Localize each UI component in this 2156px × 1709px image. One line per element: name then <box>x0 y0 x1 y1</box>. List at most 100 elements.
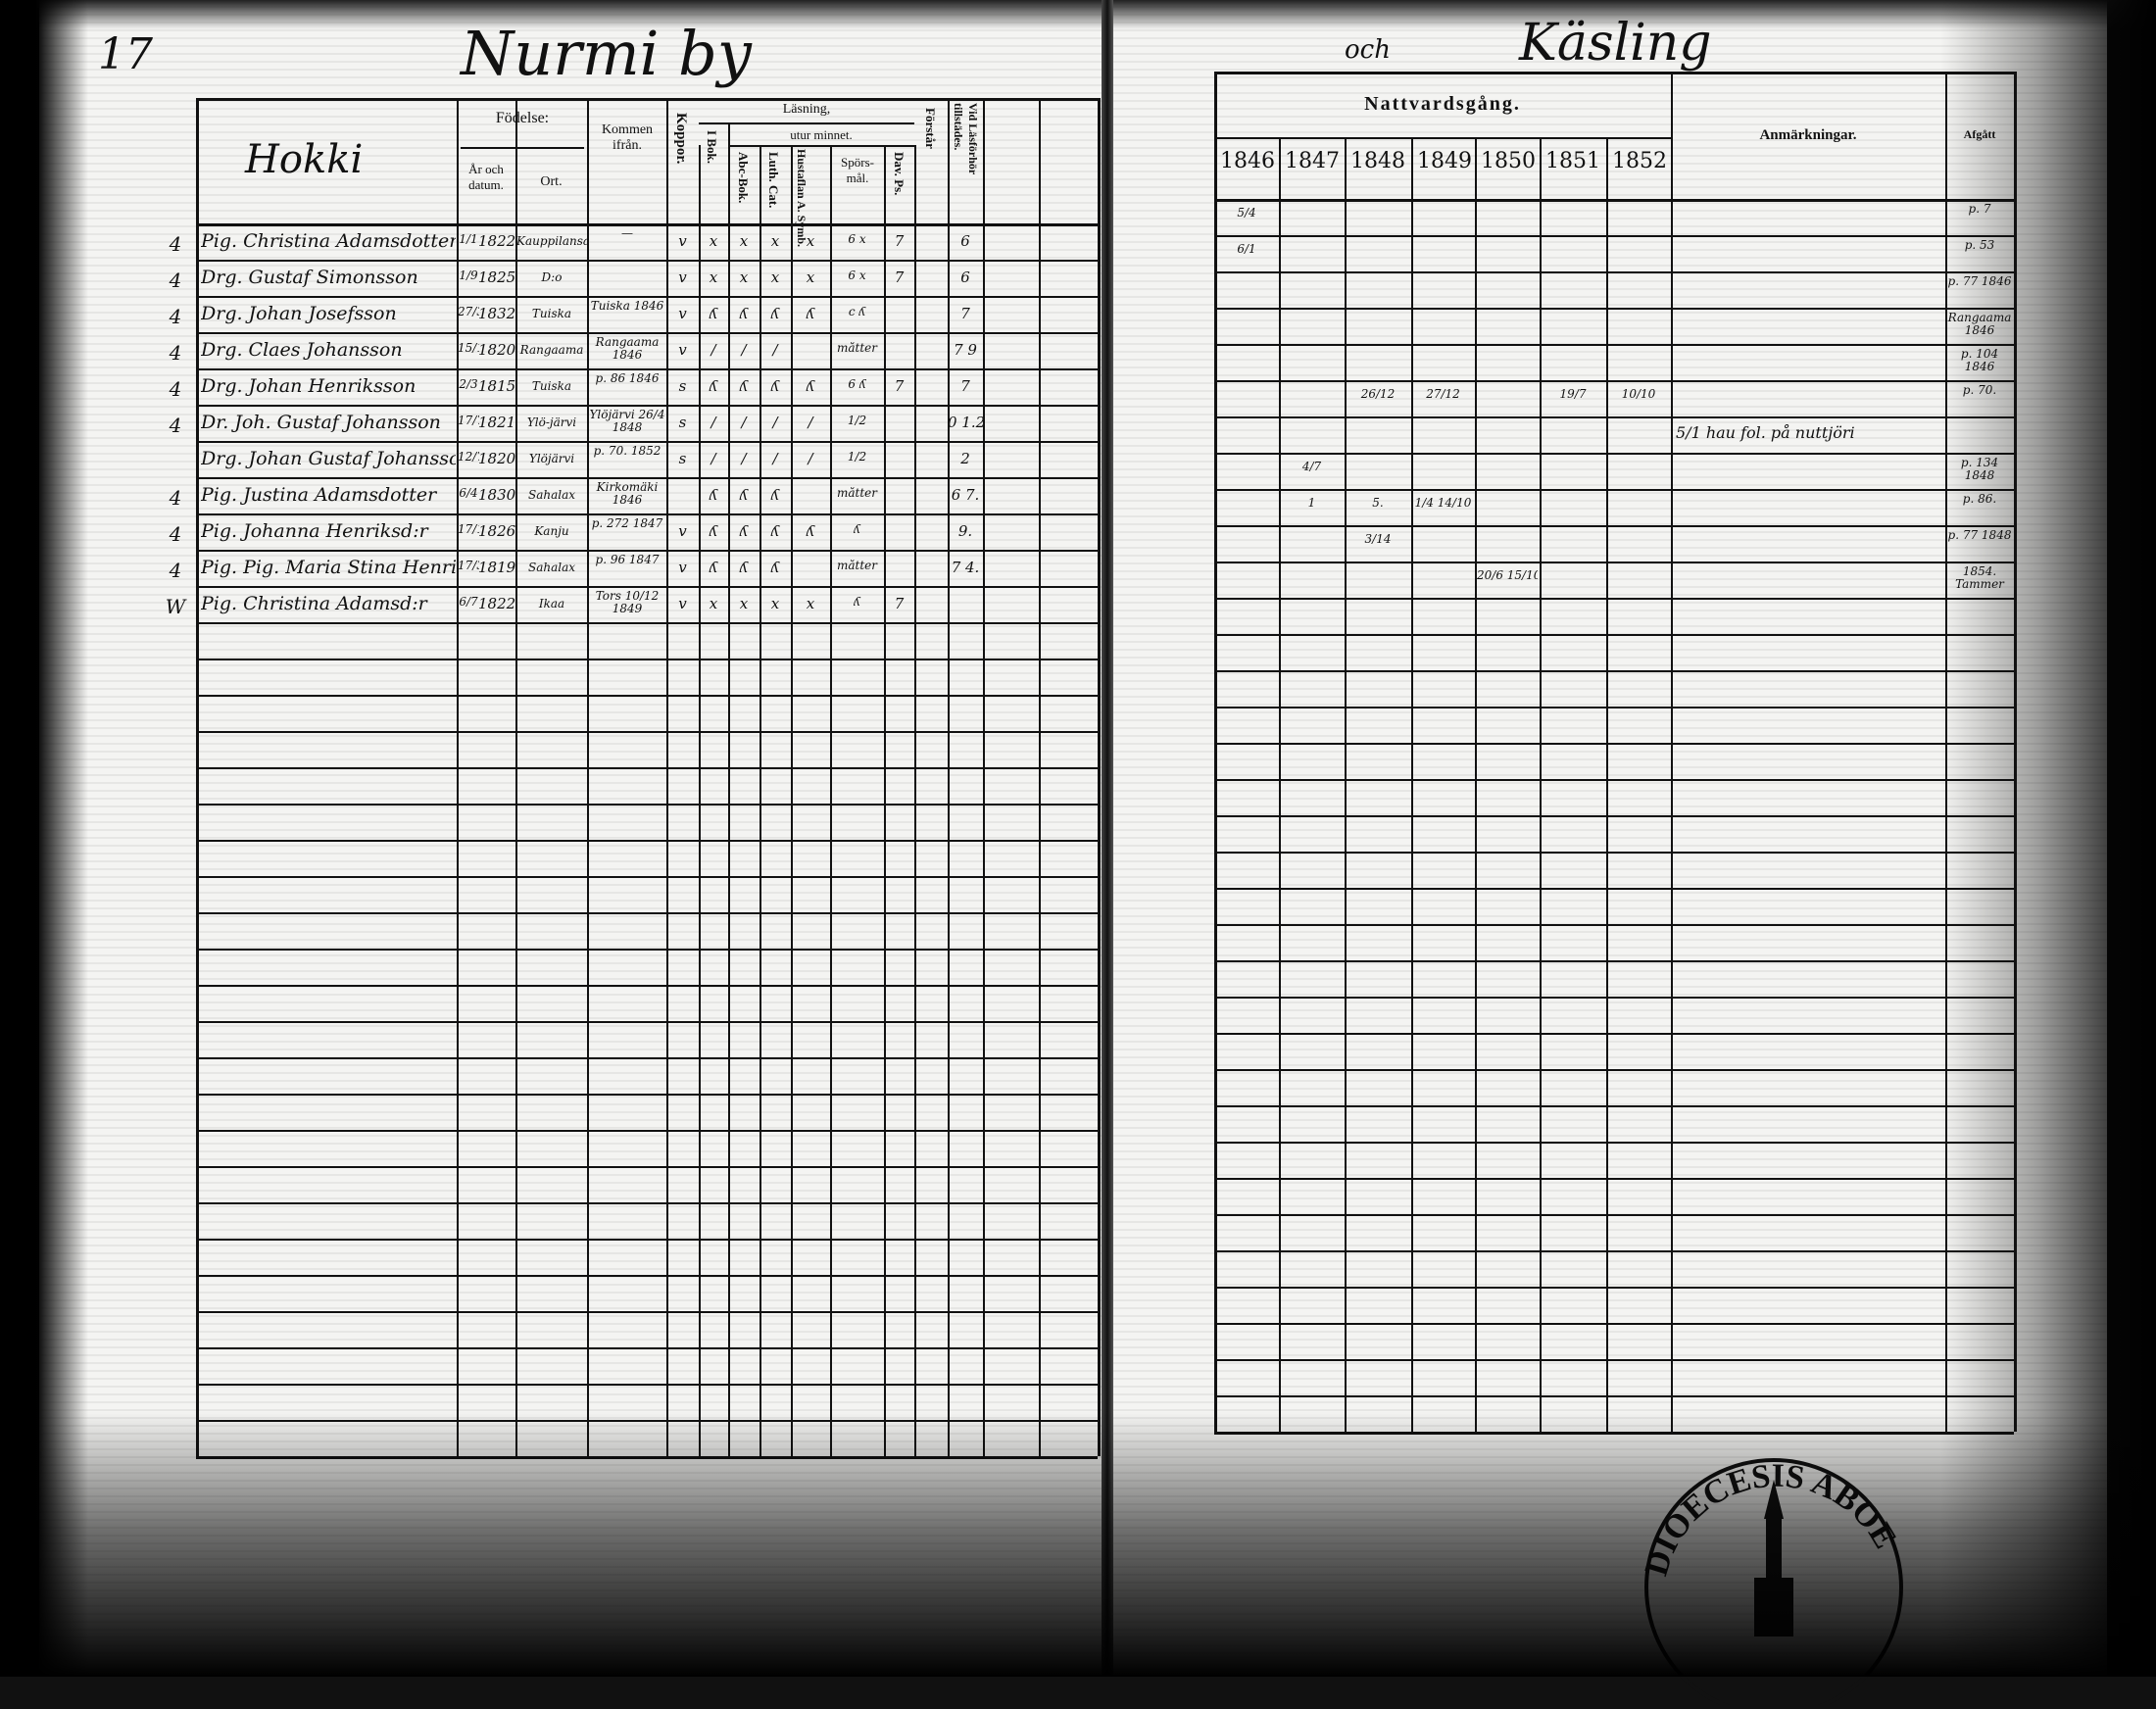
reading-mark-ibok: x <box>709 596 718 612</box>
reading-mark-spors: 6 ʎ <box>848 378 866 391</box>
scan-shadow-top <box>0 0 2156 29</box>
row-rule <box>1214 997 2014 999</box>
communion-date: 27/12 <box>1426 388 1460 401</box>
row-rule <box>1214 670 2014 672</box>
scan-shadow-bottom <box>0 1411 2156 1677</box>
i-bok-header: I Bok. <box>705 130 719 164</box>
came-from: p. 96 1847 <box>595 554 660 566</box>
birth-year: 1826 <box>478 523 515 540</box>
reading-mark-abc: ʎ <box>739 560 749 576</box>
column-rule <box>1214 72 1217 1432</box>
vid-lasforhor-header: Vid Läsförhör tillstädes. <box>952 103 980 175</box>
birth-year: 1819 <box>478 560 515 576</box>
birth-day: 15/10 <box>458 342 479 355</box>
birth-place: Kanju <box>534 525 569 538</box>
row-rule <box>196 804 1098 806</box>
register-page <box>39 0 2107 1677</box>
came-from: p. 272 1847 <box>591 517 663 530</box>
column-rule <box>728 145 730 1456</box>
reading-mark-vid: 0 1.2 <box>948 415 983 431</box>
person-name: Dr. Joh. Gustaf Johansson <box>201 413 441 433</box>
communion-date: 26/12 <box>1360 388 1396 401</box>
row-rule <box>1214 1250 2014 1252</box>
household-number: 4 <box>169 378 182 400</box>
column-rule <box>914 145 916 1456</box>
birth-day: 6/7 <box>459 596 478 609</box>
reading-mark-luth: ʎ <box>770 523 780 540</box>
row-rule <box>196 1275 1098 1277</box>
column-rule <box>791 145 793 1456</box>
household-number: 4 <box>169 342 182 364</box>
came-from: Rangaama 1846 <box>595 336 660 363</box>
birth-year-header: År och datum. <box>468 162 504 192</box>
reading-mark-dav: 7 <box>894 596 905 612</box>
birth-day: 17/12 <box>458 523 479 536</box>
birth-subheader-rule <box>461 147 584 149</box>
remark: 5/1 hau fol. på nuttjöri <box>1676 424 1855 442</box>
by-heart-subheader-rule <box>728 145 914 147</box>
person-name: Pig. Christina Adamsd:r <box>201 594 427 614</box>
title-conjunction: och <box>1345 35 1391 65</box>
row-rule <box>196 405 1098 407</box>
reading-mark-luth: ʎ <box>770 378 780 395</box>
reading-mark-spors: måtter <box>836 342 877 355</box>
row-rule <box>1214 634 2014 636</box>
reading-mark-vid: 7 <box>960 378 970 395</box>
reading-mark-hust: / <box>808 451 813 467</box>
village-title-right: Käsling <box>1519 14 1712 73</box>
row-rule <box>196 368 1098 370</box>
birth-day: 1/9 <box>459 269 478 282</box>
person-name: Drg. Gustaf Simonsson <box>201 268 418 288</box>
reading-mark-ibok: ʎ <box>709 378 718 395</box>
reading-mark-luth: x <box>770 269 780 286</box>
row-rule <box>196 695 1098 697</box>
communion-date: 4/7 <box>1301 461 1322 473</box>
year-header: 1848 <box>1350 149 1405 173</box>
reading-mark-hust: ʎ <box>806 523 815 540</box>
departed-note: 1854. Tammer <box>1955 565 2004 592</box>
row-rule <box>196 550 1098 552</box>
reading-mark-spors: ʎ <box>854 523 860 536</box>
birth-year: 1822 <box>478 596 515 612</box>
communion-date: 1 <box>1307 497 1316 510</box>
reading-mark-abc: ʎ <box>739 378 749 395</box>
reading-mark-vid: 2 <box>960 451 970 467</box>
row-rule <box>196 1166 1098 1168</box>
departed-note: p. 77 1848 <box>1947 529 2012 542</box>
row-rule <box>196 1094 1098 1096</box>
came-from: Ylöjärvi 26/4 1848 <box>589 409 665 435</box>
years-rule <box>1214 137 1671 139</box>
reading-mark-luth: x <box>770 233 780 250</box>
row-rule <box>196 622 1098 624</box>
reading-header: Läsning, <box>782 102 831 117</box>
row-rule <box>1214 1142 2014 1144</box>
reading-mark-ibok: x <box>709 269 718 286</box>
reading-mark-ibok: ʎ <box>709 560 718 576</box>
reading-mark-abc: x <box>739 233 749 250</box>
reading-mark-spors: 6 x <box>848 269 866 282</box>
row-rule <box>1214 453 2014 455</box>
reading-mark-hust: ʎ <box>806 306 815 322</box>
column-rule <box>2014 72 2017 1432</box>
person-name: Drg. Johan Gustaf Johansson <box>201 449 456 469</box>
reading-mark-dav: 7 <box>894 378 905 395</box>
reading-mark-ibok: ʎ <box>709 306 718 322</box>
household-number: W <box>165 596 186 617</box>
column-rule <box>1411 137 1413 1432</box>
row-rule <box>1214 1395 2014 1397</box>
reading-mark-ibok: / <box>710 342 716 359</box>
column-rule <box>699 145 701 1456</box>
row-rule <box>1214 779 2014 781</box>
communion-date: 5. <box>1372 497 1384 510</box>
row-rule <box>196 332 1098 334</box>
reading-mark-koppor: s <box>678 378 687 395</box>
row-rule <box>1214 271 2014 273</box>
row-rule <box>1214 562 2014 563</box>
sporsmal-header: Spörs-mål. <box>841 155 874 185</box>
reading-mark-koppor: v <box>678 560 687 576</box>
birth-place-header: Ort. <box>540 174 563 189</box>
communion-date: 1/4 14/10 <box>1414 497 1472 510</box>
reading-mark-ibok: / <box>710 415 716 431</box>
luth-cat-header: Luth. Cat. <box>766 152 781 209</box>
household-number: 4 <box>169 306 182 327</box>
